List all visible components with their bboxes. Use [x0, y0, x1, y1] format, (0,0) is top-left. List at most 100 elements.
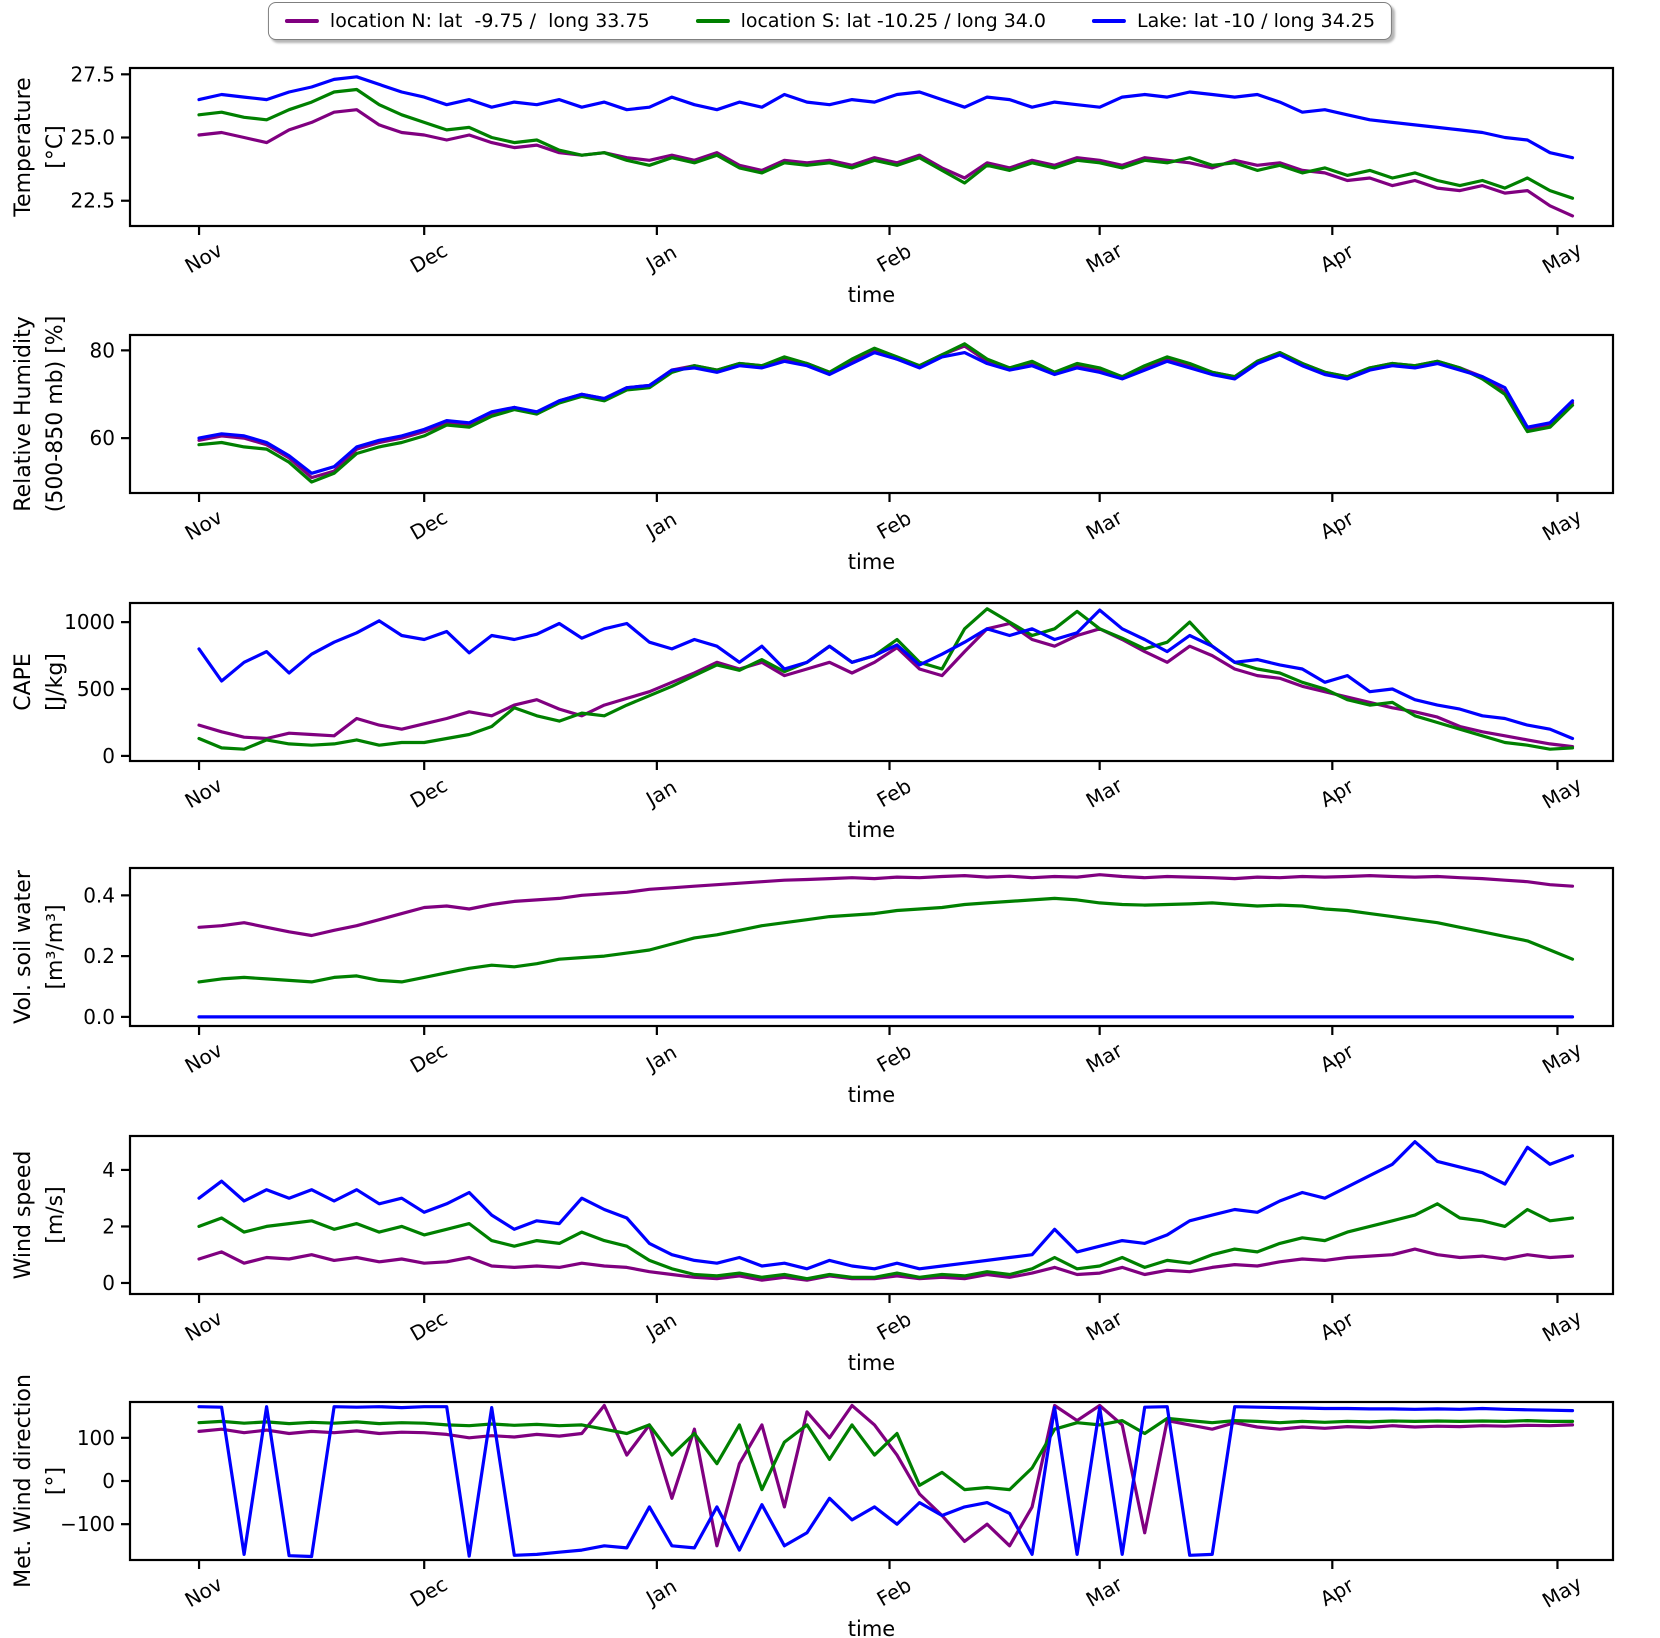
x-tick-label: May: [1538, 237, 1586, 279]
series-line-location-n: [197, 1247, 1575, 1282]
series-line-location-n: [197, 1403, 1575, 1548]
x-tick-label: Apr: [1316, 506, 1359, 544]
x-tick-label: Nov: [181, 1306, 227, 1346]
x-tick-label: Apr: [1316, 1039, 1359, 1077]
x-tick-label: Jan: [640, 775, 680, 812]
subplot-cape: 0 500 1000 Nov Dec Jan Feb Mar Apr May time CAPE [J/…: [11, 601, 1615, 842]
axes-spine: [128, 1134, 1615, 1296]
y-tick-label: 100: [77, 1426, 115, 1450]
legend-line-swatch-location-n: [284, 19, 319, 23]
x-tick-label: Mar: [1082, 1038, 1127, 1078]
axes-spine: [128, 333, 1615, 495]
legend-line-swatch-location-s: [695, 19, 730, 23]
y-axis-label-line: [°C]: [43, 125, 68, 169]
x-tick-label: Apr: [1316, 1307, 1359, 1345]
x-tick-label: May: [1538, 1571, 1586, 1613]
y-axis-label-line: Met. Wind direction: [11, 1374, 36, 1588]
x-tick-label: Dec: [406, 1572, 452, 1612]
x-tick-label: Nov: [181, 1572, 227, 1612]
series-line-lake: [197, 1140, 1575, 1271]
x-tick-label: Dec: [406, 1038, 452, 1078]
y-tick-label: −100: [60, 1512, 115, 1536]
x-tick-label: Mar: [1082, 1572, 1127, 1612]
x-tick-label: Feb: [873, 239, 916, 277]
legend-item-lake: Lake: lat -10 / long 34.25: [1092, 10, 1375, 32]
x-tick-label: Jan: [640, 240, 680, 277]
x-tick-label: Nov: [181, 238, 227, 278]
y-tick-label: 60: [90, 426, 115, 450]
subplot-relative-humidity: 60 80 Nov Dec Jan Feb Mar Apr May time Relative Hu…: [11, 316, 1615, 574]
series-line-lake: [197, 1405, 1575, 1559]
series-line-location-s: [197, 1416, 1575, 1492]
x-tick-label: Mar: [1082, 1306, 1127, 1346]
x-tick-label: Dec: [406, 1306, 452, 1346]
x-axis-label: time: [848, 1351, 895, 1375]
x-tick-label: Dec: [406, 238, 452, 278]
x-tick-label: Mar: [1082, 773, 1127, 813]
series-line-location-n: [197, 344, 1575, 480]
y-axis-label-line: Relative Humidity: [11, 316, 36, 511]
x-tick-label: Nov: [181, 1038, 227, 1078]
x-tick-label: Feb: [873, 774, 916, 812]
y-axis-label-line: [m/s]: [43, 1186, 68, 1243]
axes-spine: [128, 601, 1615, 763]
x-tick-label: Dec: [406, 505, 452, 545]
x-tick-label: Jan: [640, 1308, 680, 1345]
y-tick-label: 0: [102, 1469, 115, 1493]
y-tick-label: 2: [102, 1214, 115, 1238]
x-tick-label: Apr: [1316, 239, 1359, 277]
series-line-location-s: [197, 896, 1575, 984]
y-tick-label: 4: [102, 1158, 115, 1182]
subplot-met-wind-direction: −100 0 100 Nov Dec Jan Feb Mar Apr May time Met. Wi…: [11, 1374, 1615, 1638]
series-line-lake: [197, 608, 1575, 741]
legend-item-location-s: location S: lat -10.25 / long 34.0: [695, 10, 1047, 32]
x-axis-label: time: [848, 818, 895, 842]
x-tick-label: May: [1538, 504, 1586, 546]
x-tick-label: Dec: [406, 773, 452, 813]
x-tick-label: May: [1538, 772, 1586, 814]
y-tick-label: 500: [77, 677, 115, 701]
series-line-lake: [197, 75, 1575, 160]
subplot-temperature: 22.5 25.0 27.5 Nov Dec Jan Feb Mar Apr May time Tem…: [11, 62, 1615, 307]
legend-label-location-s: location S: lat -10.25 / long 34.0: [740, 10, 1047, 32]
x-tick-label: Apr: [1316, 1573, 1359, 1611]
y-tick-label: 0: [102, 744, 115, 768]
x-tick-label: Nov: [181, 505, 227, 545]
legend-label-lake: Lake: lat -10 / long 34.25: [1137, 10, 1376, 32]
x-tick-label: May: [1538, 1305, 1586, 1347]
x-tick-label: Feb: [873, 1307, 916, 1345]
series-line-location-n: [197, 621, 1575, 749]
y-tick-label: 0.0: [83, 1005, 115, 1029]
subplot-wind-speed: 0 2 4 Nov Dec Jan Feb Mar Apr May time Wind speed [m…: [11, 1134, 1615, 1375]
x-tick-label: Jan: [640, 1574, 680, 1611]
y-tick-label: 0.2: [83, 944, 115, 968]
series-line-location-n: [197, 108, 1575, 218]
legend-item-location-n: location N: lat -9.75 / long 33.75: [284, 10, 650, 32]
y-tick-label: 1000: [64, 610, 115, 634]
legend: location N: lat -9.75 / long 33.75 locat…: [267, 2, 1393, 40]
x-tick-label: May: [1538, 1037, 1586, 1079]
y-tick-label: 25.0: [70, 126, 115, 150]
x-axis-label: time: [848, 1083, 895, 1107]
x-tick-label: Mar: [1082, 238, 1127, 278]
x-tick-label: Jan: [640, 507, 680, 544]
x-tick-label: Feb: [873, 1573, 916, 1611]
series-line-location-s: [197, 87, 1575, 200]
y-tick-label: 80: [90, 338, 115, 362]
y-axis-label-line: [J/kg]: [43, 653, 68, 711]
x-tick-label: Nov: [181, 773, 227, 813]
axes-spine: [128, 66, 1615, 228]
y-axis-label-line: CAPE: [11, 653, 36, 711]
legend-label-location-n: location N: lat -9.75 / long 33.75: [329, 10, 650, 32]
y-axis-label-line: [°]: [43, 1467, 68, 1495]
legend-line-swatch-lake: [1092, 19, 1127, 23]
series-line-lake: [197, 351, 1575, 475]
y-tick-label: 22.5: [70, 189, 115, 213]
y-tick-label: 0.4: [83, 883, 115, 907]
x-tick-label: Feb: [873, 506, 916, 544]
y-axis-label-line: Temperature: [11, 77, 36, 217]
y-axis-label-line: [m³/m³]: [43, 904, 68, 989]
series-line-location-s: [197, 1202, 1575, 1281]
x-tick-label: Mar: [1082, 505, 1127, 545]
